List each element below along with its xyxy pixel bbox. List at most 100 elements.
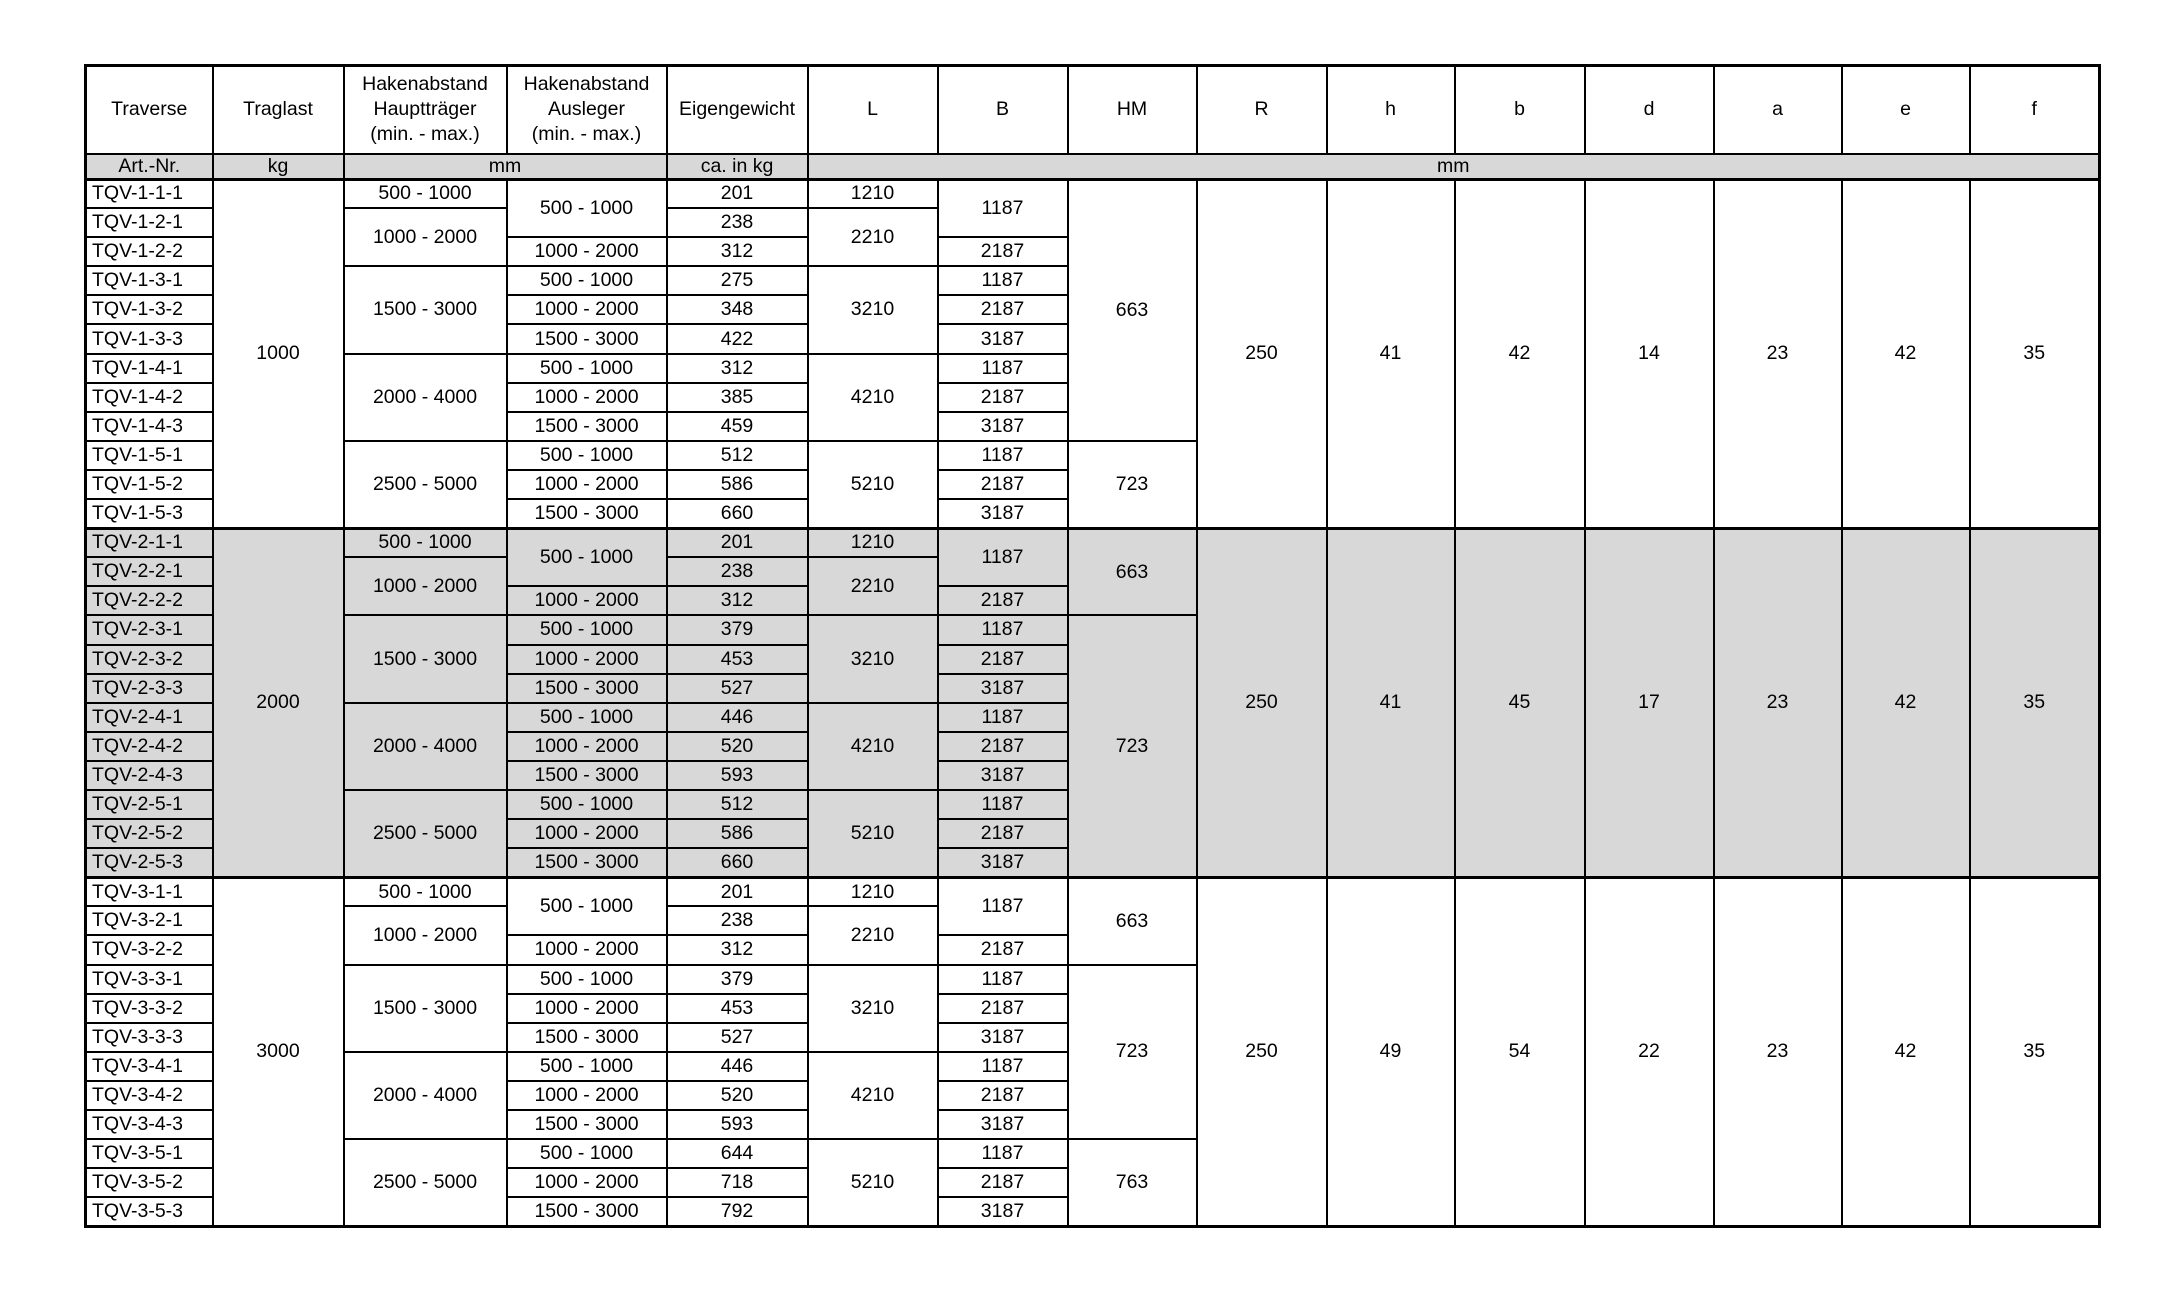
cell-art-nr: TQV-3-3-2 [84, 992, 214, 1024]
cell-traglast: 3000 [211, 875, 345, 1228]
spec-table-wrap: Traverse Traglast Hakenabstand Hauptträger… [84, 64, 2101, 1228]
cell-art-nr: TQV-1-4-2 [84, 381, 214, 413]
cell-b-upper: 1187 [936, 265, 1069, 297]
cell-b-upper: 1187 [936, 1138, 1069, 1170]
cell-eigengewicht: 593 [665, 759, 809, 791]
cell-b-upper: 1187 [936, 614, 1069, 646]
cell-art-nr: TQV-3-3-3 [84, 1021, 214, 1053]
cell-hakenabstand-haupttraeger: 1000 - 2000 [342, 905, 508, 966]
cell-eigengewicht: 312 [665, 236, 809, 268]
cell-h: 41 [1325, 526, 1456, 879]
cell-eigengewicht: 593 [665, 1108, 809, 1141]
col-header-hm: HM [1066, 64, 1198, 155]
cell-eigengewicht: 718 [665, 1167, 809, 1199]
table-row: TQV-3-2-1 1000 - 2000 238 2210 [84, 905, 2100, 966]
cell-hakenabstand-ausleger: 1500 - 3000 [505, 1108, 668, 1141]
table-row: TQV-2-1-1 2000 500 - 1000 500 - 1000 201 1210… [84, 526, 2101, 879]
cell-l: 1210 [806, 526, 939, 559]
cell-eigengewicht: 660 [665, 498, 809, 530]
cell-l: 1210 [806, 875, 939, 908]
cell-eigengewicht: 512 [665, 439, 809, 471]
cell-art-nr: TQV-2-4-3 [84, 759, 214, 791]
cell-eigengewicht: 453 [665, 643, 809, 675]
cell-art-nr: TQV-1-2-2 [84, 236, 214, 268]
cell-hakenabstand-haupttraeger: 2500 - 5000 [342, 788, 508, 879]
cell-b-upper: 3187 [936, 498, 1069, 530]
cell-hm: 723 [1066, 614, 1198, 879]
cell-hm: 663 [1066, 526, 1198, 617]
cell-l: 5210 [806, 1138, 939, 1228]
cell-hakenabstand-ausleger: 1500 - 3000 [505, 498, 668, 530]
cell-b-upper: 3187 [936, 410, 1069, 442]
cell-b-upper: 2187 [936, 236, 1069, 268]
col-header-traglast: Traglast [211, 64, 345, 155]
cell-l: 4210 [806, 701, 939, 791]
cell-b-upper: 1187 [936, 701, 1069, 733]
cell-f: 35 [1968, 526, 2101, 879]
cell-art-nr: TQV-3-2-1 [84, 905, 214, 937]
table-row: TQV-3-4-1 2000 - 4000 500 - 1000 446 4210 118… [84, 1050, 2100, 1141]
table-row: TQV-1-3-3 1500 - 3000 422 3187 [84, 323, 2100, 355]
cell-hm: 663 [1066, 177, 1198, 442]
cell-hakenabstand-ausleger: 1000 - 2000 [505, 818, 668, 850]
cell-hm: 763 [1066, 1138, 1198, 1228]
cell-hakenabstand-ausleger: 500 - 1000 [505, 963, 668, 995]
cell-h: 41 [1325, 177, 1456, 530]
cell-hakenabstand-ausleger: 1500 - 3000 [505, 672, 668, 704]
cell-d: 14 [1583, 177, 1715, 530]
cell-l: 5210 [806, 439, 939, 530]
cell-eigengewicht: 312 [665, 352, 809, 384]
table-row: TQV-2-5-1 2500 - 5000 500 - 1000 512 5210 118… [84, 788, 2100, 879]
col-header-r: R [1195, 64, 1328, 155]
cell-b-upper: 2187 [936, 992, 1069, 1024]
cell-eigengewicht: 527 [665, 1021, 809, 1053]
col-header-b-lower: b [1453, 64, 1586, 155]
cell-art-nr: TQV-2-3-1 [84, 614, 214, 646]
table-row: TQV-2-3-3 1500 - 3000 527 3187 [84, 672, 2100, 704]
col-header-art-nr: Traverse [84, 64, 214, 155]
cell-art-nr: TQV-1-5-2 [84, 468, 214, 501]
cell-l: 1210 [806, 177, 939, 210]
cell-hakenabstand-ausleger: 1000 - 2000 [505, 730, 668, 762]
spec-table-body: TQV-1-1-1 1000 500 - 1000 500 - 1000 201 1210… [84, 177, 2101, 1228]
unit-kg: kg [211, 152, 345, 181]
column-header-row: Traverse Traglast Hakenabstand Hauptträger… [84, 64, 2101, 155]
col-header-f: f [1968, 64, 2101, 155]
table-row: TQV-3-2-2 1000 - 2000 312 2187 [84, 934, 2100, 966]
cell-b-upper: 2187 [936, 585, 1069, 617]
cell-eigengewicht: 385 [665, 381, 809, 413]
cell-art-nr: TQV-2-5-1 [84, 788, 214, 821]
cell-eigengewicht: 527 [665, 672, 809, 704]
col-header-eigengewicht: Eigengewicht [665, 64, 809, 155]
table-row: TQV-3-3-1 1500 - 3000 500 - 1000 379 3210 118… [84, 963, 2100, 1141]
cell-hakenabstand-haupttraeger: 500 - 1000 [342, 526, 508, 559]
table-row: TQV-2-2-2 1000 - 2000 312 2187 [84, 585, 2100, 617]
cell-hakenabstand-ausleger: 1000 - 2000 [505, 294, 668, 326]
cell-eigengewicht: 238 [665, 207, 809, 239]
cell-f: 35 [1968, 177, 2101, 530]
cell-hakenabstand-ausleger: 1500 - 3000 [505, 847, 668, 879]
cell-b-upper: 3187 [936, 1021, 1069, 1053]
cell-hakenabstand-ausleger: 1000 - 2000 [505, 468, 668, 501]
cell-hakenabstand-ausleger: 500 - 1000 [505, 701, 668, 733]
cell-art-nr: TQV-2-1-1 [84, 526, 214, 559]
cell-l: 4210 [806, 1050, 939, 1141]
cell-art-nr: TQV-2-4-2 [84, 730, 214, 762]
cell-f: 35 [1968, 875, 2101, 1228]
table-row: TQV-2-3-2 1000 - 2000 453 2187 [84, 643, 2100, 675]
cell-hakenabstand-haupttraeger: 2500 - 5000 [342, 439, 508, 530]
col-header-a: a [1712, 64, 1843, 155]
table-row: TQV-2-2-1 1000 - 2000 238 2210 [84, 556, 2100, 617]
cell-hakenabstand-haupttraeger: 1500 - 3000 [342, 963, 508, 1053]
cell-hakenabstand-haupttraeger: 500 - 1000 [342, 177, 508, 210]
cell-eigengewicht: 520 [665, 730, 809, 762]
cell-hakenabstand-haupttraeger: 2500 - 5000 [342, 1138, 508, 1228]
cell-b-upper: 1187 [936, 875, 1069, 937]
cell-art-nr: TQV-2-3-2 [84, 643, 214, 675]
cell-traglast: 2000 [211, 526, 345, 879]
cell-l: 4210 [806, 352, 939, 442]
unit-mm-hakenabstand: mm [342, 152, 668, 181]
cell-e: 42 [1840, 177, 1971, 530]
cell-art-nr: TQV-2-2-2 [84, 585, 214, 617]
cell-art-nr: TQV-3-5-2 [84, 1167, 214, 1199]
